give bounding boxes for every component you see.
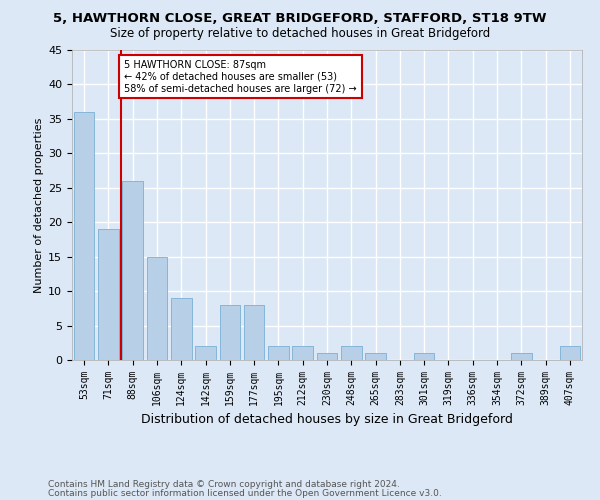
Bar xyxy=(292,346,313,360)
Text: Contains public sector information licensed under the Open Government Licence v3: Contains public sector information licen… xyxy=(48,488,442,498)
X-axis label: Distribution of detached houses by size in Great Bridgeford: Distribution of detached houses by size … xyxy=(141,414,513,426)
Text: 5 HAWTHORN CLOSE: 87sqm
← 42% of detached houses are smaller (53)
58% of semi-de: 5 HAWTHORN CLOSE: 87sqm ← 42% of detache… xyxy=(124,60,357,94)
Text: 5, HAWTHORN CLOSE, GREAT BRIDGEFORD, STAFFORD, ST18 9TW: 5, HAWTHORN CLOSE, GREAT BRIDGEFORD, STA… xyxy=(53,12,547,26)
Bar xyxy=(317,353,337,360)
Text: Size of property relative to detached houses in Great Bridgeford: Size of property relative to detached ho… xyxy=(110,28,490,40)
Y-axis label: Number of detached properties: Number of detached properties xyxy=(34,118,44,292)
Bar xyxy=(195,346,216,360)
Bar xyxy=(220,305,240,360)
Bar xyxy=(146,256,167,360)
Bar xyxy=(365,353,386,360)
Bar xyxy=(244,305,265,360)
Bar xyxy=(341,346,362,360)
Bar xyxy=(560,346,580,360)
Bar xyxy=(171,298,191,360)
Text: Contains HM Land Registry data © Crown copyright and database right 2024.: Contains HM Land Registry data © Crown c… xyxy=(48,480,400,489)
Bar xyxy=(74,112,94,360)
Bar xyxy=(511,353,532,360)
Bar xyxy=(98,229,119,360)
Bar xyxy=(414,353,434,360)
Bar xyxy=(268,346,289,360)
Bar xyxy=(122,181,143,360)
